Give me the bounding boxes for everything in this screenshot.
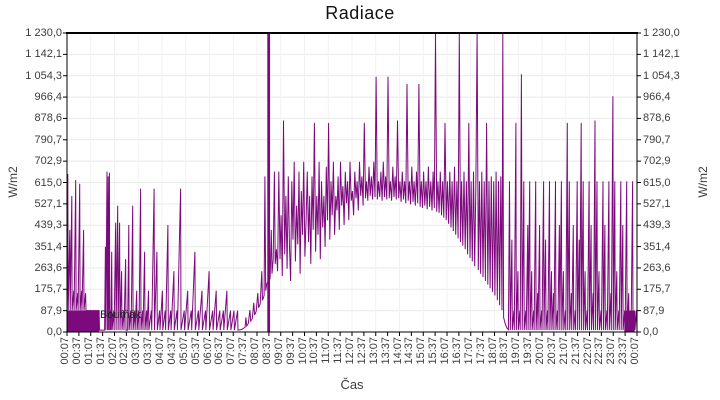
y-tick-label-left: 702,9 xyxy=(34,155,62,168)
y-tick-label-right: 1 142,1 xyxy=(643,48,680,61)
y-tick-label-left: 1 054,3 xyxy=(25,69,62,82)
y-tick-label-left: 263,6 xyxy=(34,261,62,274)
x-tick-label: 00:37 xyxy=(70,337,83,365)
y-tick-label-right: 966,4 xyxy=(643,91,671,104)
x-tick-label: 01:37 xyxy=(94,337,107,365)
x-tick-label: 08:37 xyxy=(260,337,273,365)
y-tick-label-left: 351,4 xyxy=(34,240,62,253)
y-tick-label-left: 878,6 xyxy=(34,112,62,125)
y-axis-title-left: W/m2 xyxy=(6,166,20,198)
x-tick-label: 17:07 xyxy=(462,337,475,365)
y-tick-label-left: 790,7 xyxy=(34,133,62,146)
x-tick-label: 05:37 xyxy=(189,337,202,365)
y-tick-label-left: 615,0 xyxy=(34,176,62,189)
x-tick-label: 12:37 xyxy=(355,337,368,365)
y-tick-label-right: 790,7 xyxy=(643,133,671,146)
x-tick-label: 20:37 xyxy=(545,337,558,365)
y-tick-label-left: 527,1 xyxy=(34,197,62,210)
x-tick-label: 17:37 xyxy=(474,337,487,365)
x-tick-label: 21:37 xyxy=(569,337,582,365)
y-tick-label-right: 702,9 xyxy=(643,155,671,168)
y-tick-label-right: 439,3 xyxy=(643,219,671,232)
y-tick-label-left: 175,7 xyxy=(34,283,62,296)
y-tick-label-right: 175,7 xyxy=(643,283,671,296)
y-tick-label-right: 615,0 xyxy=(643,176,671,189)
y-tick-label-left: 1 142,1 xyxy=(25,48,62,61)
y-tick-label-right: 878,6 xyxy=(643,112,671,125)
series-band xyxy=(67,310,100,332)
x-tick-label: 00:07 xyxy=(629,337,641,365)
y-tick-label-right: 1 230,0 xyxy=(643,27,680,39)
x-axis-title: Čas xyxy=(340,377,364,392)
y-tick-label-left: 966,4 xyxy=(34,91,62,104)
x-tick-label: 04:37 xyxy=(165,337,178,365)
y-tick-label-right: 87,9 xyxy=(643,304,665,317)
y-tick-label-right: 1 054,3 xyxy=(643,69,680,82)
x-tick-label: 13:07 xyxy=(367,337,380,365)
x-tick-label: 09:37 xyxy=(284,337,297,365)
series-line xyxy=(66,32,638,331)
y-tick-label-left: 439,3 xyxy=(34,219,62,232)
x-tick-label: 13:37 xyxy=(379,337,392,365)
x-tick-label: 01:07 xyxy=(82,337,95,365)
legend-label: Bouřňák xyxy=(100,309,141,321)
y-tick-label-left: 1 230,0 xyxy=(25,27,62,39)
y-tick-label-right: 527,1 xyxy=(643,197,671,210)
y-tick-label-right: 0,0 xyxy=(643,326,659,338)
chart-title: Radiace xyxy=(325,3,395,23)
y-tick-label-right: 263,6 xyxy=(643,261,671,274)
y-tick-label-left: 0,0 xyxy=(46,326,62,338)
y-axis-title-right: W/m2 xyxy=(696,166,710,198)
y-tick-label-left: 87,9 xyxy=(40,304,62,317)
y-tick-label-right: 351,4 xyxy=(643,240,671,253)
x-tick-label: 21:07 xyxy=(557,337,570,365)
x-tick-label: 09:07 xyxy=(272,337,285,365)
x-tick-label: 05:07 xyxy=(177,337,190,365)
series-band xyxy=(267,33,271,332)
x-tick-label: 16:37 xyxy=(450,337,463,365)
